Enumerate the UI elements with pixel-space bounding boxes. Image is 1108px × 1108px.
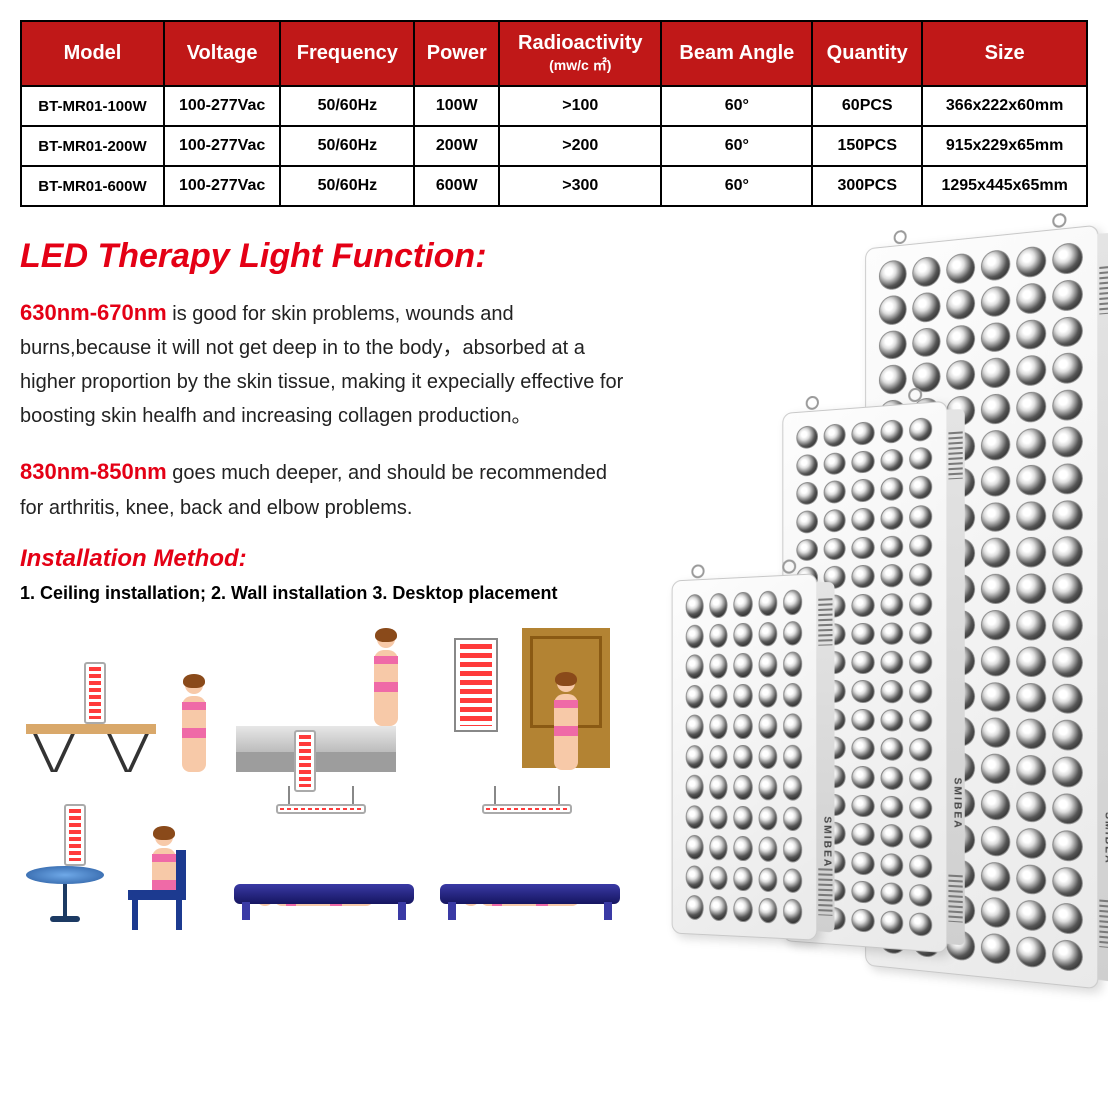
brand-label: SMIBEA: [946, 777, 962, 830]
cell-voltage: 100-277Vac: [164, 86, 280, 126]
col-power: Power: [414, 21, 499, 86]
col-beamangle: Beam Angle: [661, 21, 812, 86]
brand-label: SMIBEA: [816, 816, 832, 868]
cell-qty: 150PCS: [812, 126, 922, 166]
cell-power: 200W: [414, 126, 499, 166]
table-row: BT-MR01-200W 100-277Vac 50/60Hz 200W >20…: [21, 126, 1087, 166]
installation-text: 1. Ceiling installation; 2. Wall install…: [20, 583, 630, 604]
col-model: Model: [21, 21, 164, 86]
wavelength-1-label: 630nm-670nm: [20, 300, 167, 325]
cell-voltage: 100-277Vac: [164, 126, 280, 166]
panel-small: SMIBEA: [672, 573, 818, 940]
cell-radio: >100: [499, 86, 661, 126]
installation-title: Installation Method:: [20, 545, 630, 573]
cell-freq: 50/60Hz: [280, 166, 414, 206]
brand-label: SMIBEA: [1097, 812, 1108, 866]
col-size: Size: [922, 21, 1087, 86]
illustration-desk-standing: [20, 622, 218, 772]
cell-size: 366x222x60mm: [922, 86, 1087, 126]
wavelength-2-label: 830nm-850nm: [20, 459, 167, 484]
illustration-bed-faceup: [226, 780, 424, 930]
product-panels: SMIBEA SMIBEA SMIBEA: [640, 237, 1088, 1037]
paragraph-630-670: 630nm-670nm is good for skin problems, w…: [20, 294, 630, 433]
cell-voltage: 100-277Vac: [164, 166, 280, 206]
cell-power: 600W: [414, 166, 499, 206]
cell-qty: 60PCS: [812, 86, 922, 126]
cell-radio: >300: [499, 166, 661, 206]
panel-small-leds: [686, 589, 802, 924]
cell-qty: 300PCS: [812, 166, 922, 206]
cell-power: 100W: [414, 86, 499, 126]
col-radioactivity-label: Radioactivity: [518, 32, 642, 54]
col-voltage: Voltage: [164, 21, 280, 86]
cell-model: BT-MR01-200W: [21, 126, 164, 166]
cell-radio: >200: [499, 126, 661, 166]
section-title: LED Therapy Light Function:: [20, 237, 630, 276]
illustration-table-sitting: [20, 780, 218, 930]
cell-model: BT-MR01-600W: [21, 166, 164, 206]
paragraph-830-850: 830nm-850nm goes much deeper, and should…: [20, 453, 630, 524]
installation-illustrations: [20, 622, 630, 930]
col-radioactivity-unit: (mw/c ㎡): [504, 55, 656, 75]
spec-table: Model Voltage Frequency Power Radioactiv…: [20, 20, 1088, 207]
col-quantity: Quantity: [812, 21, 922, 86]
cell-angle: 60°: [661, 166, 812, 206]
spec-table-body: BT-MR01-100W 100-277Vac 50/60Hz 100W >10…: [21, 86, 1087, 206]
cell-freq: 50/60Hz: [280, 86, 414, 126]
table-row: BT-MR01-600W 100-277Vac 50/60Hz 600W >30…: [21, 166, 1087, 206]
illustration-bed-facedown: [432, 780, 630, 930]
illustration-door-mount: [432, 622, 630, 772]
cell-freq: 50/60Hz: [280, 126, 414, 166]
cell-size: 915x229x65mm: [922, 126, 1087, 166]
cell-angle: 60°: [661, 86, 812, 126]
cell-size: 1295x445x65mm: [922, 166, 1087, 206]
col-radioactivity: Radioactivity (mw/c ㎡): [499, 21, 661, 86]
col-frequency: Frequency: [280, 21, 414, 86]
table-row: BT-MR01-100W 100-277Vac 50/60Hz 100W >10…: [21, 86, 1087, 126]
cell-model: BT-MR01-100W: [21, 86, 164, 126]
cell-angle: 60°: [661, 126, 812, 166]
illustration-platform-standing: [226, 622, 424, 772]
